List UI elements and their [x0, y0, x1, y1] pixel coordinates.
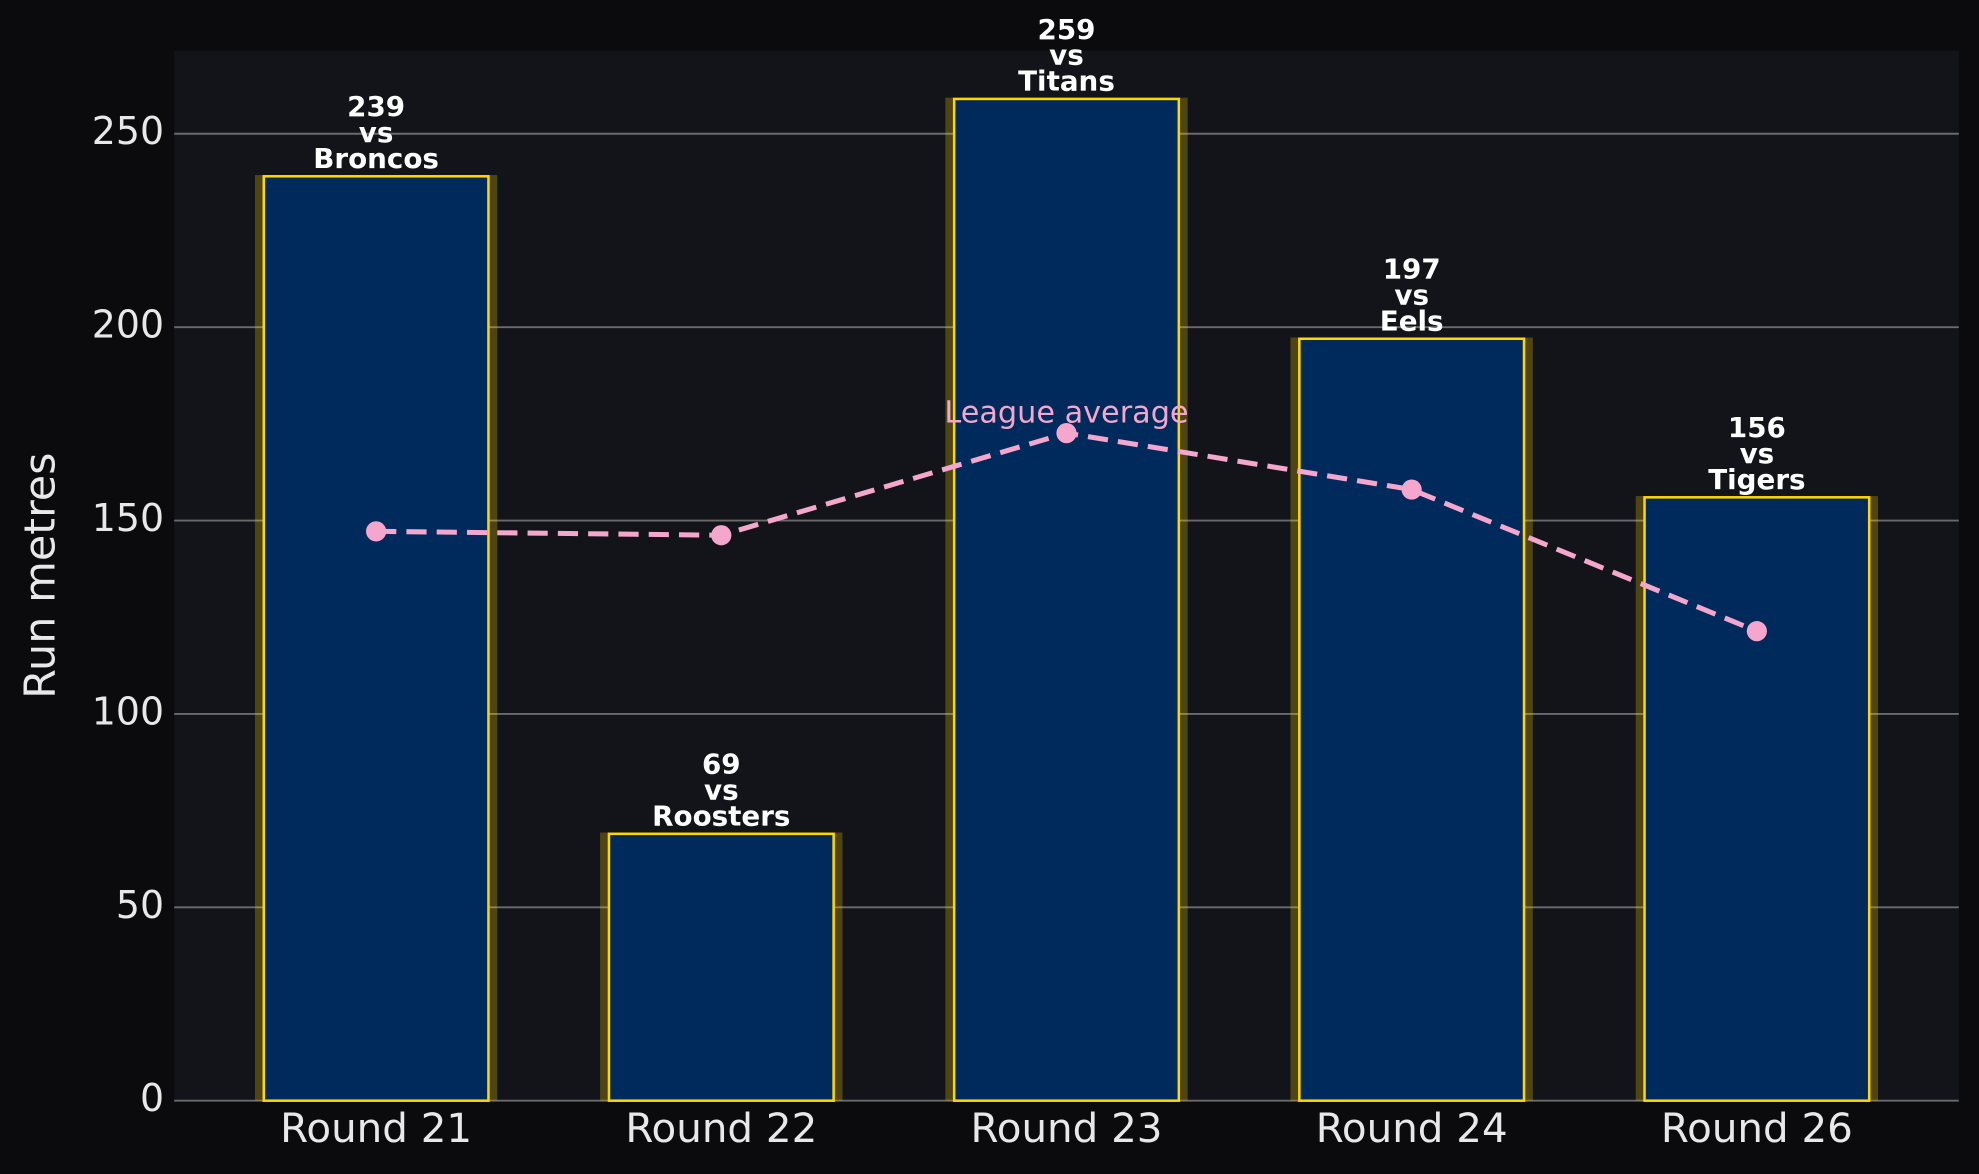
bar — [262, 175, 490, 1102]
line-point — [711, 525, 732, 546]
y-tick-label: 150 — [92, 496, 164, 540]
line-point — [1056, 423, 1077, 444]
y-tick-label: 100 — [92, 689, 164, 733]
value-label: 156 vs Tigers — [1708, 411, 1805, 496]
value-label: 197 vs Eels — [1380, 253, 1444, 338]
line-point — [1401, 479, 1422, 500]
bar — [952, 97, 1181, 1102]
bar — [607, 832, 835, 1102]
x-tick-label: Round 22 — [625, 1105, 817, 1152]
x-tick-label: Round 24 — [1316, 1105, 1508, 1152]
y-tick-label: 50 — [116, 883, 164, 927]
line-point — [1746, 621, 1767, 642]
line-annotation: League average — [944, 396, 1188, 431]
x-tick-label: Round 23 — [971, 1105, 1163, 1152]
y-tick-label: 250 — [92, 109, 164, 153]
bar — [1298, 337, 1526, 1102]
value-label: 69 vs Roosters — [652, 748, 790, 833]
y-tick-label: 0 — [140, 1076, 164, 1120]
x-tick-label: Round 21 — [280, 1105, 472, 1152]
value-label: 239 vs Broncos — [313, 90, 439, 175]
line-point — [366, 521, 387, 542]
x-tick-label: Round 26 — [1661, 1105, 1853, 1152]
y-axis-label: Run metres — [15, 452, 65, 698]
value-label: 259 vs Titans — [1018, 13, 1115, 98]
y-tick-label: 200 — [92, 303, 164, 347]
bar — [1643, 496, 1871, 1102]
